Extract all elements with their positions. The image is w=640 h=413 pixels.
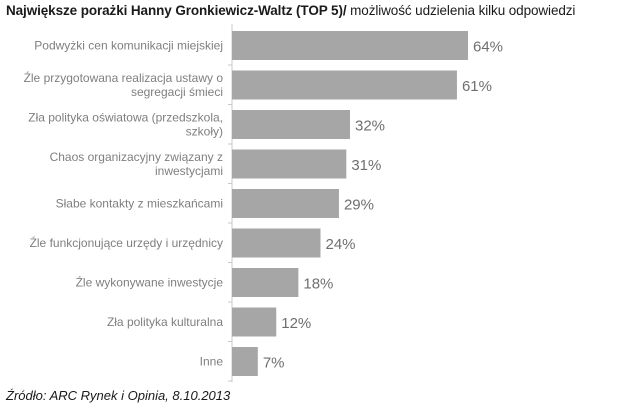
category-label: szkoły) <box>186 125 223 139</box>
category-label: Inne <box>200 355 224 369</box>
category-label: Podwyżki cen komunikacji miejskiej <box>34 39 223 53</box>
value-label: 12% <box>281 315 311 332</box>
bar <box>232 31 468 60</box>
value-label: 18% <box>303 276 333 293</box>
value-label: 7% <box>263 355 285 372</box>
bar <box>232 110 350 139</box>
source-note: Źródło: ARC Rynek i Opinia, 8.10.2013 <box>6 388 231 403</box>
category-label: Źle wykonywane inwestycje <box>76 275 224 290</box>
bar <box>232 347 258 376</box>
chart-title-bold: Największe porażki Hanny Gronkiewicz-Wal… <box>6 3 347 18</box>
bar <box>232 228 321 258</box>
value-label: 31% <box>351 157 381 174</box>
bar <box>232 307 277 337</box>
bar <box>232 70 457 100</box>
bar <box>232 268 299 297</box>
category-label: Źle przygotowana realizacja ustawy o <box>24 70 224 85</box>
category-label: inwestycjami <box>155 164 223 178</box>
value-label: 29% <box>344 197 374 214</box>
value-label: 32% <box>355 118 385 135</box>
bar-chart: 64% Podwyżki cen komunikacji miejskiej 61%… <box>24 24 503 382</box>
bar <box>232 189 339 218</box>
category-label: Źle funkcjonujące urzędy i urzędnicy <box>30 235 223 250</box>
chart-title-note: możliwość udzielenia kilku odpowiedzi <box>346 3 576 18</box>
category-label: Chaos organizacyjny związany z <box>50 150 223 164</box>
bar <box>232 149 347 179</box>
category-label: Słabe kontakty z mieszkańcami <box>56 197 223 211</box>
chart-area: 64% Podwyżki cen komunikacji miejskiej 61%… <box>0 24 640 384</box>
chart-title: Największe porażki Hanny Gronkiewicz-Wal… <box>6 3 575 18</box>
value-label: 64% <box>473 39 503 56</box>
value-label: 24% <box>326 236 356 253</box>
category-label: segregacji śmieci <box>131 85 223 99</box>
category-label: Zła polityka kulturalna <box>107 315 223 329</box>
category-label: Zła polityka oświatowa (przedszkola, <box>28 111 223 125</box>
value-label: 61% <box>462 78 492 95</box>
